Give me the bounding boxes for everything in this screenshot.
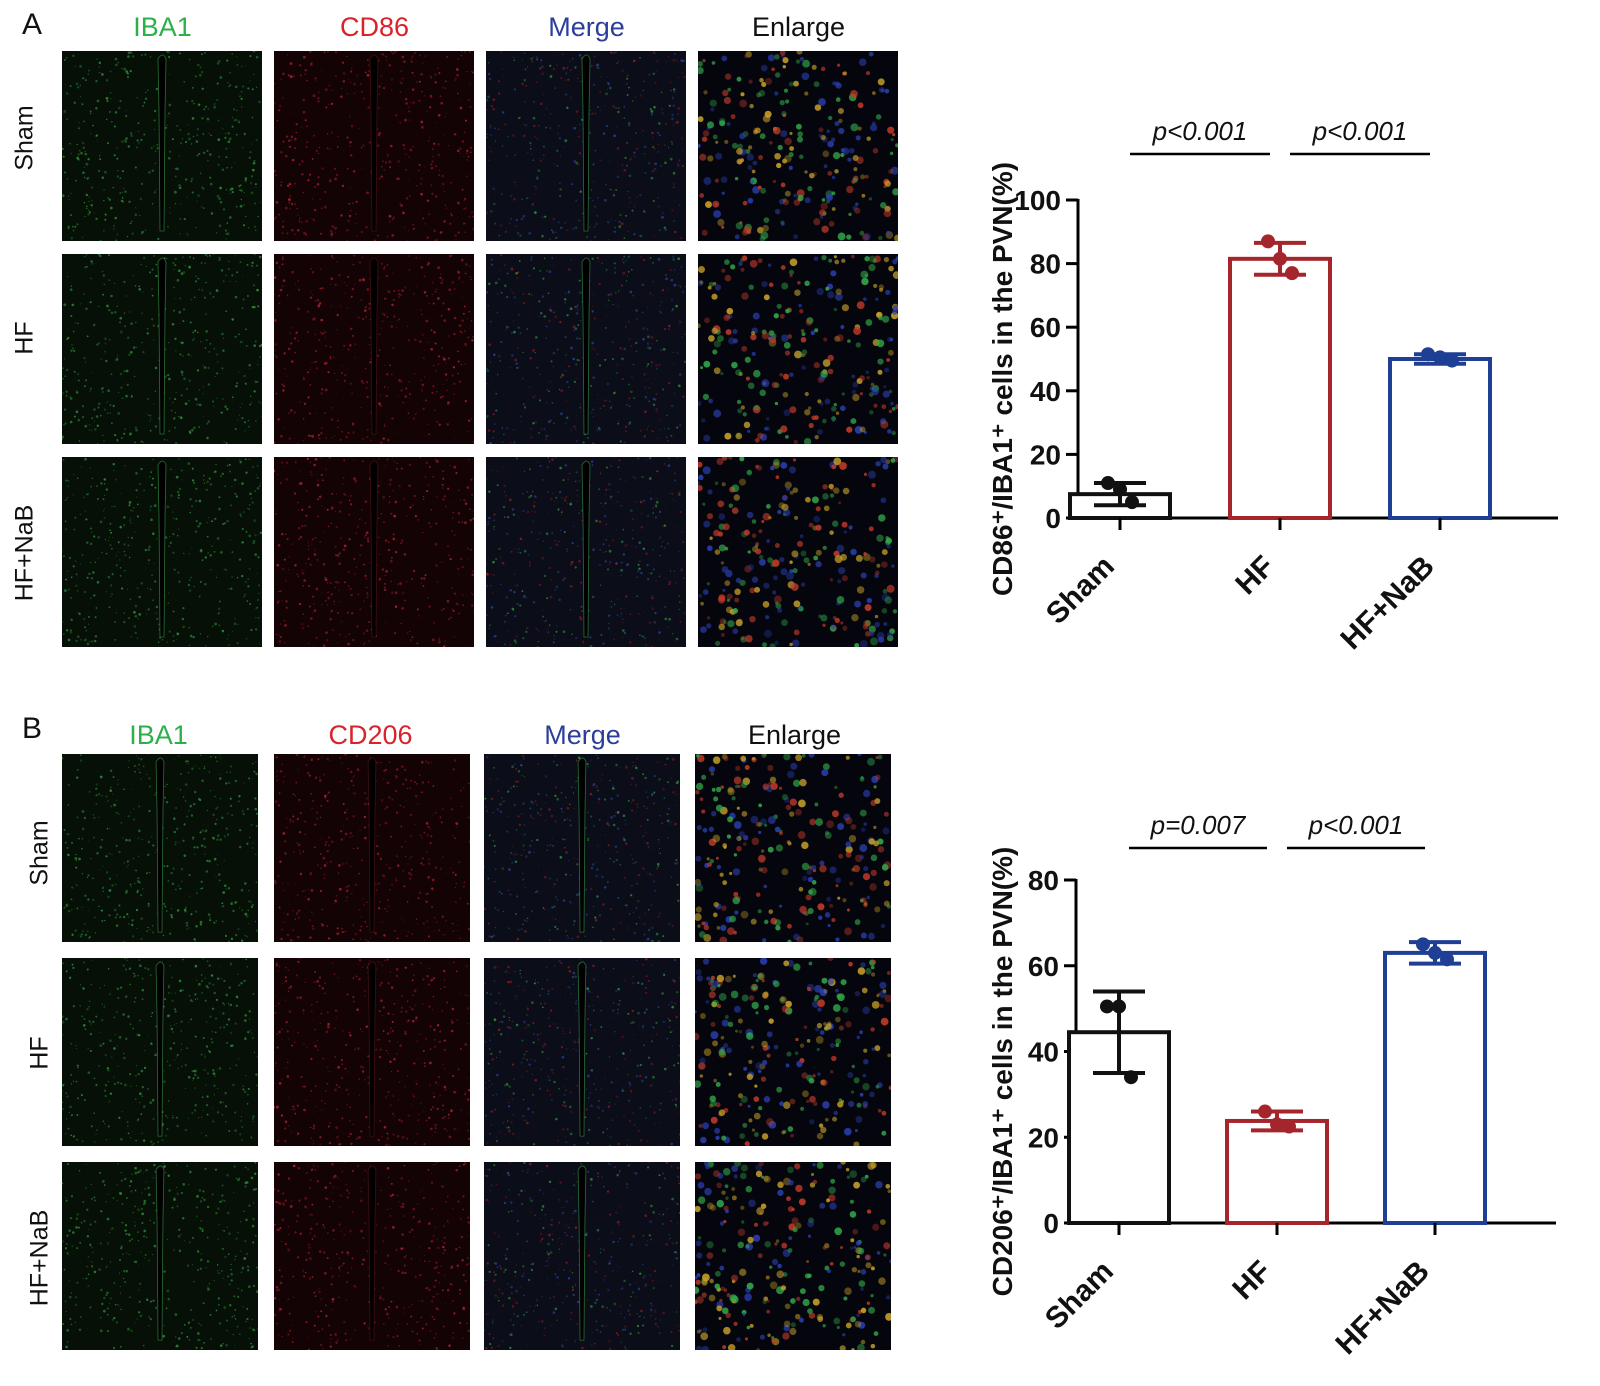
micrograph-tile <box>698 457 898 647</box>
micrograph-tile <box>62 457 262 647</box>
data-point <box>1125 495 1139 510</box>
data-point <box>1258 1104 1272 1119</box>
micrograph-tile <box>62 958 258 1146</box>
panel-a-col-enlarge: Enlarge <box>751 12 846 42</box>
bar-hfnab <box>1388 357 1492 520</box>
x-tick-label: Sham <box>1039 1255 1120 1336</box>
data-point <box>1270 1117 1284 1132</box>
y-axis-label: CD86⁺/IBA1⁺ cells in the PVN(%) <box>987 162 1018 596</box>
micrograph-tile <box>698 254 898 444</box>
y-tick-label: 60 <box>1030 312 1061 343</box>
x-tick-label: HF <box>1229 550 1281 602</box>
data-point <box>1440 952 1454 967</box>
y-tick-label: 0 <box>1045 503 1061 534</box>
panel-b-letter: B <box>22 712 43 745</box>
data-point <box>1261 234 1275 249</box>
micrograph-tile <box>484 958 680 1146</box>
y-axis-label: CD206⁺/IBA1⁺ cells in the PVN(%) <box>987 847 1018 1297</box>
micrograph-tile <box>274 254 474 444</box>
micrograph-tile <box>274 754 470 942</box>
x-tick-label: HF+NaB <box>1335 550 1441 656</box>
panel-a-row-hf: HF <box>10 321 39 355</box>
micrograph-tile <box>486 254 686 444</box>
panel-b-row-sham: Sham <box>25 820 54 886</box>
y-tick-label: 80 <box>1030 249 1061 280</box>
y-tick-label: 40 <box>1030 376 1061 407</box>
data-point <box>1445 353 1459 368</box>
data-point <box>1428 945 1442 960</box>
data-point <box>1112 999 1126 1014</box>
micrograph-tile <box>274 51 474 241</box>
micrograph-tile <box>695 1162 891 1350</box>
p-value-label: p<0.001 <box>1152 116 1248 146</box>
x-tick-label: Sham <box>1040 550 1121 631</box>
y-tick-label: 80 <box>1028 865 1059 896</box>
y-tick-label: 60 <box>1028 951 1059 982</box>
data-point <box>1285 266 1299 281</box>
micrograph-tile <box>486 51 686 241</box>
micrograph-tile <box>695 958 891 1146</box>
p-value-label: p<0.001 <box>1308 810 1404 840</box>
micrograph-tile <box>274 457 474 647</box>
micrograph-tile <box>484 1162 680 1350</box>
significance-annotation: p<0.001 <box>1287 810 1425 850</box>
panel-b-row-hfnab: HF+NaB <box>25 1209 54 1307</box>
data-point <box>1433 350 1447 365</box>
data-point <box>1100 999 1114 1014</box>
significance-annotation: p<0.001 <box>1130 116 1270 156</box>
panel-a-col-cd86: CD86 <box>339 12 410 42</box>
significance-annotation: p<0.001 <box>1290 116 1430 156</box>
micrograph-tile <box>62 254 262 444</box>
x-tick-label: HF+NaB <box>1330 1255 1436 1361</box>
p-value-label: p=0.007 <box>1150 810 1247 840</box>
micrograph-tile <box>274 958 470 1146</box>
significance-annotation: p=0.007 <box>1129 810 1267 850</box>
micrograph-tile <box>695 754 891 942</box>
micrograph-tile <box>62 754 258 942</box>
data-point <box>1101 476 1115 491</box>
y-tick-label: 0 <box>1043 1208 1059 1239</box>
panel-a-letter: A <box>22 8 43 41</box>
micrograph-tile <box>274 1162 470 1350</box>
panel-a-col-merge: Merge <box>548 12 625 42</box>
data-point <box>1113 482 1127 497</box>
data-point <box>1273 251 1287 266</box>
micrograph-tile <box>486 457 686 647</box>
y-tick-label: 40 <box>1028 1037 1059 1068</box>
y-tick-label: 20 <box>1028 1122 1059 1153</box>
chart-b-cd206: 0 20 40 60 80 CD206⁺/IBA1⁺ cells in the PVN(%… <box>987 810 1556 1361</box>
micrograph-tile <box>62 1162 258 1350</box>
p-value-label: p<0.001 <box>1312 116 1408 146</box>
y-tick-label: 100 <box>1014 185 1061 216</box>
micrograph-tile <box>62 51 262 241</box>
micrograph-tile <box>698 51 898 241</box>
panel-a-col-iba1: IBA1 <box>133 12 192 42</box>
bar-hf <box>1228 256 1332 521</box>
data-point <box>1421 347 1435 362</box>
panel-b-col-iba1: IBA1 <box>129 720 188 750</box>
data-point <box>1124 1070 1138 1085</box>
bar-hf <box>1225 1118 1329 1225</box>
bar-hfnab <box>1383 950 1487 1225</box>
panel-a-row-hfnab: HF+NaB <box>10 504 39 602</box>
panel-b-col-enlarge: Enlarge <box>747 720 842 750</box>
data-point <box>1282 1119 1296 1134</box>
panel-b-col-cd206: CD206 <box>328 720 413 750</box>
panel-b-row-hf: HF <box>25 1036 54 1070</box>
x-tick-label: HF <box>1226 1255 1278 1307</box>
panel-a-row-sham: Sham <box>10 105 39 171</box>
micrograph-tile <box>484 754 680 942</box>
panel-b-col-merge: Merge <box>544 720 621 750</box>
data-point <box>1416 937 1430 952</box>
y-tick-label: 20 <box>1030 439 1061 470</box>
